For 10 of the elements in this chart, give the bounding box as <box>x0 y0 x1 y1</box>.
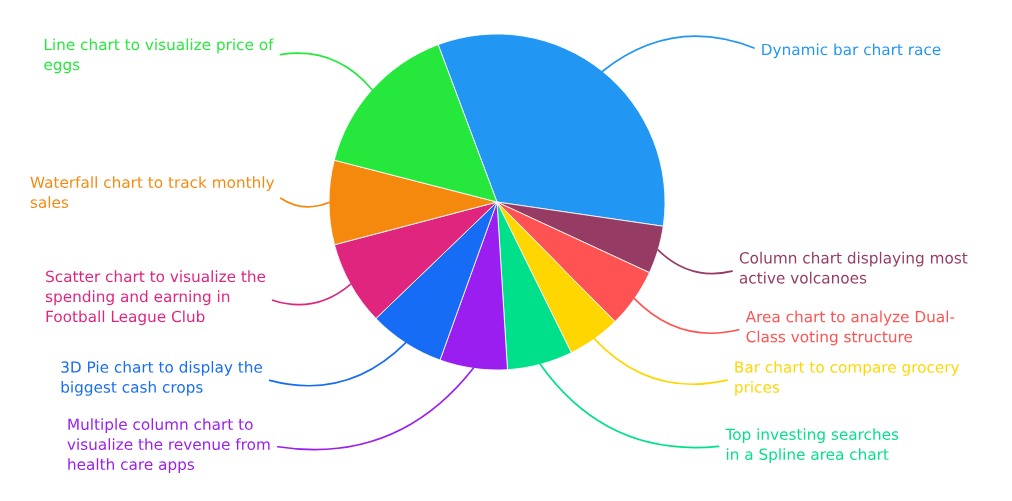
slice-label: Top investing searches in a Spline area chart <box>725 428 899 463</box>
slice-label: Multiple column chart to visualize the revenue from health care apps <box>67 418 270 473</box>
slice-label: Area chart to analyze Dual- Class voting structure <box>745 310 955 346</box>
slice-label: Scatter chart to visualize the spending and earning in Football League Club <box>45 270 266 326</box>
slice-label: 3D Pie chart to display the biggest cash crops <box>61 361 263 396</box>
slice-label: Dynamic bar chart race <box>762 43 941 59</box>
slice-label: Column chart displaying most active volcanoes <box>739 251 968 284</box>
slice-label: Bar chart to compare grocery prices <box>735 361 960 396</box>
slice-label: Waterfall chart to track monthly sales <box>30 176 275 209</box>
slice-label: Line chart to visualize price of eggs <box>44 38 274 74</box>
